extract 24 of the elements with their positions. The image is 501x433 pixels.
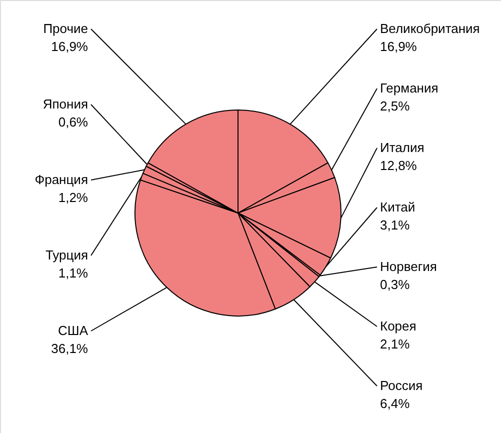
data-label: 36,1%	[51, 341, 88, 356]
data-label: 16,9%	[380, 39, 418, 54]
slice-label: Китай	[380, 200, 416, 214]
slice-label: Турция	[45, 248, 88, 262]
slice-label: Япония	[42, 96, 88, 112]
data-label: 2,5%	[380, 98, 410, 114]
slice-label: Норвегия	[380, 259, 437, 274]
slice-label: Франция	[34, 172, 88, 187]
data-label: 0,3%	[380, 277, 410, 292]
slice-label: Великобритания	[380, 21, 480, 36]
slice-label: Корея	[380, 318, 416, 334]
data-label: 1,1%	[58, 266, 88, 280]
data-label: 6,4%	[380, 396, 410, 411]
data-label: 16,9%	[51, 39, 88, 54]
slice-label: США	[58, 323, 88, 338]
slice-label: Италия	[380, 140, 424, 155]
data-label: 0,6%	[58, 114, 88, 130]
data-label: 2,1%	[380, 336, 410, 352]
slice-label: Прочие	[43, 21, 88, 36]
data-label: 1,2%	[58, 190, 88, 205]
slice-label: Россия	[380, 378, 423, 393]
data-label: 3,1%	[380, 218, 410, 232]
slice-label: Германия	[380, 80, 438, 96]
data-label: 12,8%	[380, 158, 418, 173]
